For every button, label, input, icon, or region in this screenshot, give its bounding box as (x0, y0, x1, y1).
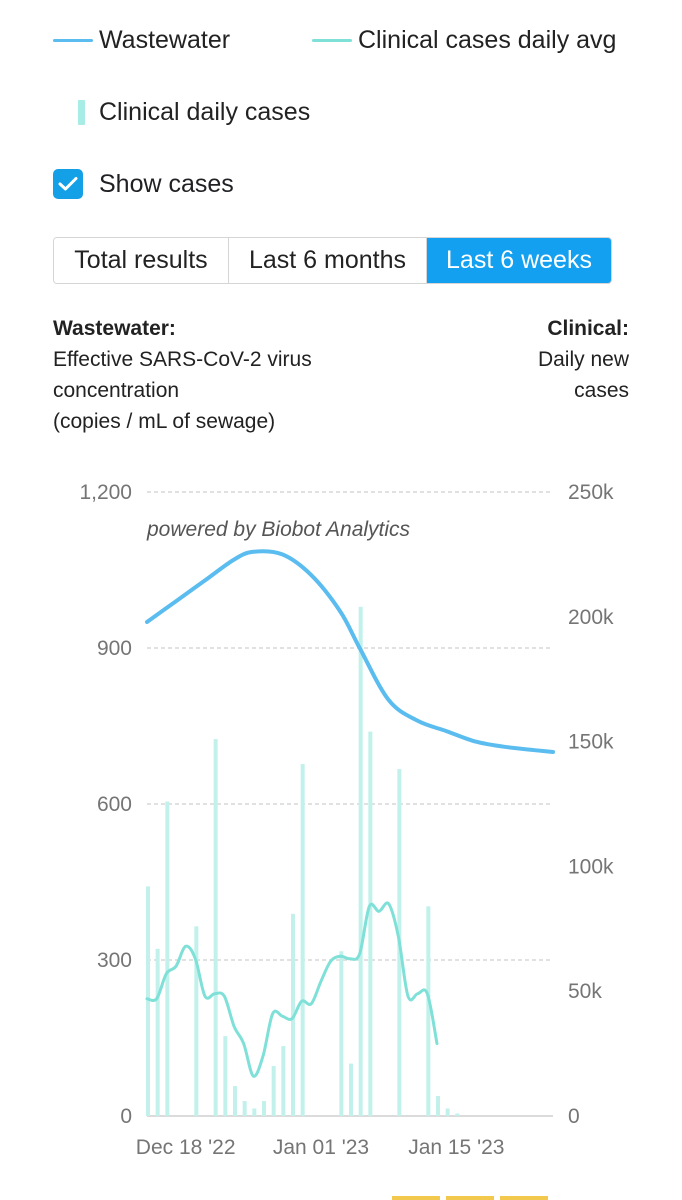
legend-clinical-daily[interactable]: Clinical daily cases (76, 98, 310, 127)
chart-credit: powered by Biobot Analytics (146, 518, 411, 541)
right-axis-line2: cases (574, 379, 629, 402)
right-axis-title: Clinical: Daily new cases (538, 313, 629, 406)
x-tick-label: Jan 15 '23 (408, 1136, 504, 1159)
show-cases-label: Show cases (99, 169, 234, 198)
x-tick-label: Jan 01 '23 (273, 1136, 369, 1159)
left-axis-line2: concentration (53, 379, 180, 402)
y-left-tick-label: 0 (120, 1105, 132, 1128)
y-left-tick-label: 600 (97, 793, 132, 816)
gridlines (147, 491, 553, 1117)
checkmark-icon (58, 177, 78, 191)
clinical-daily-bar (281, 1046, 286, 1116)
y-left-tick-label: 900 (97, 637, 132, 660)
y-right-tick-label: 150k (568, 731, 614, 754)
show-cases-checkbox[interactable] (53, 169, 83, 199)
clinical-daily-bar (165, 801, 170, 1116)
clinical-daily-bar (233, 1086, 237, 1116)
range-selector: Total results Last 6 months Last 6 weeks (53, 237, 612, 284)
tab-last-6-weeks[interactable]: Last 6 weeks (427, 238, 611, 283)
left-axis-title: Wastewater: Effective SARS-CoV-2 virus c… (53, 313, 312, 437)
legend-wastewater[interactable]: Wastewater (53, 26, 230, 55)
axis-labels: 0 300 600 900 1,200 0 50k 100k 150k 200k 250k Dec 1… (79, 481, 614, 1159)
y-right-tick-label: 250k (568, 481, 614, 504)
y-left-tick-label: 300 (97, 949, 132, 972)
show-cases-toggle[interactable]: Show cases (53, 169, 234, 199)
clinical-daily-bar (155, 948, 160, 1116)
clinical-daily-bar (339, 951, 344, 1116)
y-right-tick-label: 0 (568, 1105, 580, 1128)
tab-last-6-months[interactable]: Last 6 months (229, 238, 427, 283)
legend-wastewater-label: Wastewater (99, 26, 231, 54)
clinical-daily-bar (436, 1096, 440, 1116)
bottom-marker (500, 1196, 548, 1200)
y-right-tick-label: 100k (568, 855, 614, 878)
bottom-marker (446, 1196, 494, 1200)
legend-clinical-avg[interactable]: Clinical cases daily avg (312, 26, 616, 55)
clinical-daily-bar (194, 926, 199, 1116)
clinical-daily-bar (426, 906, 431, 1116)
clinical-daily-bar (242, 1101, 247, 1116)
clinical-daily-bar (455, 1113, 460, 1116)
clinical-daily-bar (223, 1036, 228, 1116)
clinical-daily-bar (146, 886, 150, 1116)
right-axis-line1: Daily new (537, 348, 629, 371)
left-axis-line3: (copies / mL of sewage) (53, 410, 276, 433)
left-axis-heading: Wastewater: (53, 317, 176, 340)
legend-clinical-avg-label: Clinical cases daily avg (358, 26, 617, 54)
left-axis-line1: Effective SARS-CoV-2 virus (53, 348, 312, 371)
wastewater-line (145, 549, 555, 754)
clinical-daily-bars (146, 606, 460, 1116)
clinical-daily-bar (358, 606, 363, 1116)
clinical-daily-bar (300, 764, 305, 1116)
bottom-marker (392, 1196, 440, 1200)
clinical-daily-bar (445, 1108, 450, 1116)
clinical-daily-bar (368, 731, 373, 1116)
chart-canvas: 0 300 600 900 1,200 0 50k 100k 150k 200k 250k Dec 1… (79, 481, 614, 1159)
clinical-avg-swatch-icon (312, 39, 352, 42)
clinical-daily-bar (271, 1066, 276, 1116)
tab-total-results[interactable]: Total results (54, 238, 229, 283)
clinical-daily-bar (213, 739, 218, 1116)
y-right-tick-label: 200k (568, 606, 614, 629)
y-left-tick-label: 1,200 (79, 481, 132, 504)
series-lines (145, 549, 555, 1078)
clinical-daily-bar (262, 1101, 266, 1116)
legend-clinical-daily-label: Clinical daily cases (99, 98, 311, 126)
y-right-tick-label: 50k (568, 980, 602, 1003)
wastewater-swatch-icon (53, 39, 93, 42)
clinical-daily-swatch-icon (78, 100, 85, 125)
clinical-daily-bar (252, 1108, 257, 1116)
right-axis-heading: Clinical: (547, 317, 629, 340)
x-tick-label: Dec 18 '22 (136, 1136, 236, 1159)
clinical-daily-bar (349, 1063, 353, 1116)
clinical-avg-line (145, 901, 439, 1078)
